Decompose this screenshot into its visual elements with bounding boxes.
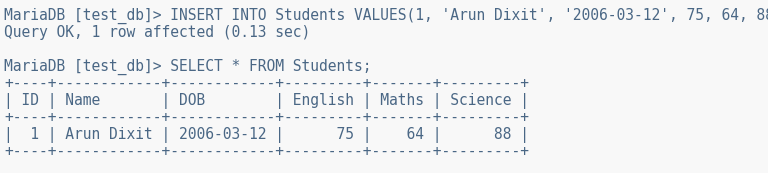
Text: |  1 | Arun Dixit | 2006-03-12 |      75 |    64 |      88 |: | 1 | Arun Dixit | 2006-03-12 | 75 | 64 … bbox=[4, 127, 529, 143]
Text: MariaDB [test_db]> INSERT INTO Students VALUES(1, 'Arun Dixit', '2006-03-12', 75: MariaDB [test_db]> INSERT INTO Students … bbox=[4, 8, 768, 24]
Text: MariaDB [test_db]> SELECT * FROM Students;: MariaDB [test_db]> SELECT * FROM Student… bbox=[4, 59, 372, 75]
Text: +----+------------+------------+---------+-------+---------+: +----+------------+------------+--------… bbox=[4, 76, 529, 91]
Text: | ID | Name       | DOB        | English | Maths | Science |: | ID | Name | DOB | English | Maths | Sc… bbox=[4, 93, 529, 109]
Text: +----+------------+------------+---------+-------+---------+: +----+------------+------------+--------… bbox=[4, 144, 529, 159]
Text: +----+------------+------------+---------+-------+---------+: +----+------------+------------+--------… bbox=[4, 110, 529, 125]
Text: Query OK, 1 row affected (0.13 sec): Query OK, 1 row affected (0.13 sec) bbox=[4, 25, 310, 40]
